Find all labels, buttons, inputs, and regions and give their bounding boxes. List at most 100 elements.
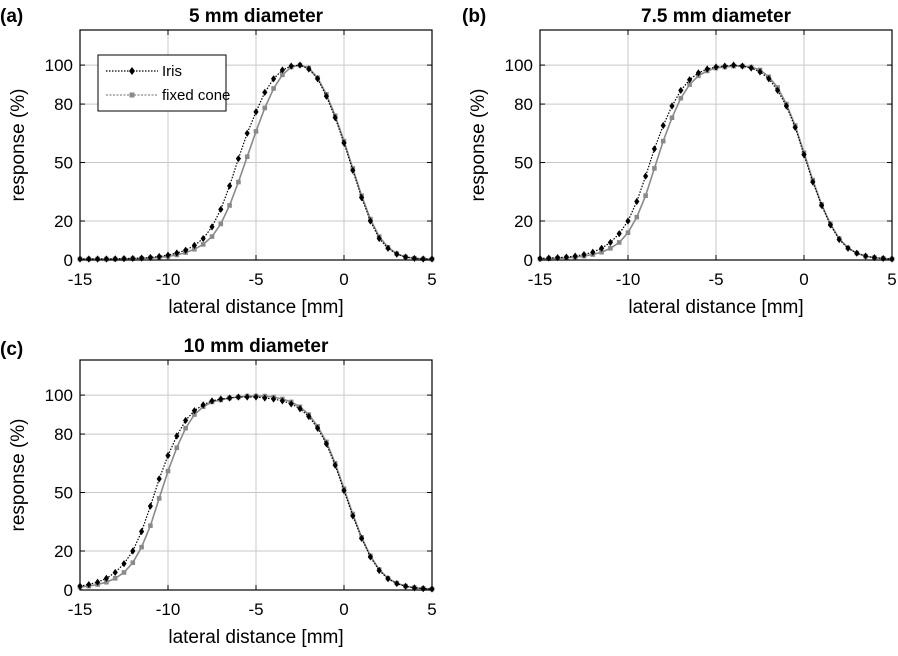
x-tick-label: -15 — [528, 270, 553, 289]
y-tick-label: 0 — [64, 581, 73, 600]
x-tick-label: -5 — [708, 270, 723, 289]
data-point-iris — [244, 129, 250, 137]
x-tick-label: -10 — [616, 270, 641, 289]
data-point-iris — [174, 432, 180, 440]
y-tick-label: 80 — [54, 95, 73, 114]
y-tick-label: 0 — [64, 251, 73, 270]
data-point-iris — [411, 254, 417, 263]
data-point-iris — [288, 62, 294, 70]
data-point-iris — [183, 246, 189, 254]
data-point-iris — [262, 394, 268, 402]
data-point-iris — [95, 255, 101, 263]
x-tick-label: -10 — [156, 600, 181, 619]
data-point-iris — [713, 63, 719, 71]
data-point-fixed-cone — [192, 246, 197, 252]
data-point-fixed-cone — [660, 138, 666, 144]
data-point-iris — [403, 582, 409, 590]
y-tick-label: 50 — [54, 484, 73, 503]
legend-label: fixed cone — [162, 87, 230, 104]
data-point-iris — [625, 217, 631, 225]
data-point-fixed-cone — [236, 179, 241, 185]
x-tick-label: 5 — [427, 600, 436, 619]
data-point-iris — [385, 575, 391, 583]
y-axis-label: response (%) — [468, 89, 489, 202]
y-tick-label: 80 — [54, 425, 73, 444]
chart-title: 10 mm diameter — [184, 336, 329, 357]
data-point-iris — [376, 234, 382, 243]
data-point-iris — [121, 255, 127, 263]
data-point-iris — [235, 155, 241, 163]
data-point-iris — [103, 574, 109, 582]
data-point-iris — [563, 253, 569, 261]
data-point-iris — [147, 502, 153, 510]
data-point-iris — [103, 255, 109, 263]
data-point-iris — [546, 254, 552, 262]
data-point-iris — [218, 205, 224, 213]
data-point-iris — [86, 580, 92, 589]
data-point-iris — [555, 254, 561, 262]
data-point-iris — [121, 560, 127, 568]
data-point-iris — [253, 108, 259, 116]
data-point-iris — [880, 254, 886, 263]
data-point-iris — [191, 241, 197, 249]
data-point-iris — [341, 139, 347, 147]
panel-letter: (b) — [462, 6, 486, 27]
data-point-iris — [757, 68, 763, 76]
data-point-iris — [227, 394, 233, 402]
data-point-iris — [165, 251, 171, 259]
data-point-iris — [836, 235, 842, 244]
data-point-iris — [704, 65, 710, 73]
x-tick-label: 0 — [339, 600, 348, 619]
y-tick-label: 20 — [54, 212, 73, 231]
data-point-iris — [139, 254, 145, 262]
data-point-iris — [643, 172, 649, 180]
data-point-iris — [227, 182, 233, 190]
data-point-fixed-cone — [104, 579, 109, 585]
data-point-fixed-cone — [669, 115, 675, 121]
data-point-fixed-cone — [139, 544, 144, 550]
data-point-iris — [323, 92, 329, 100]
legend: Iris fixed cone — [97, 54, 230, 112]
data-point-fixed-cone — [599, 249, 604, 255]
data-point-iris — [350, 166, 356, 174]
data-point-fixed-cone — [687, 82, 692, 87]
x-tick-label: 0 — [799, 270, 808, 289]
data-point-iris — [845, 244, 851, 252]
data-point-iris — [678, 86, 684, 95]
data-point-iris — [695, 69, 701, 77]
series-line-iris — [79, 396, 433, 590]
data-point-iris — [183, 416, 189, 425]
data-point-fixed-cone — [643, 193, 648, 198]
y-tick-label: 20 — [54, 542, 73, 561]
x-tick-label: -10 — [156, 270, 181, 289]
data-point-fixed-cone — [625, 230, 631, 236]
data-point-iris — [766, 75, 772, 83]
data-point-iris — [315, 75, 321, 83]
data-point-iris — [651, 145, 657, 153]
data-point-iris — [112, 568, 118, 577]
x-tick-label: -5 — [248, 600, 263, 619]
y-tick-label: 80 — [514, 95, 533, 114]
data-point-iris — [827, 221, 833, 229]
x-tick-label: 0 — [339, 270, 348, 289]
data-point-fixed-cone — [253, 129, 259, 134]
data-point-iris — [722, 62, 728, 70]
data-point-iris — [660, 121, 666, 130]
data-point-iris — [262, 88, 268, 96]
data-point-fixed-cone — [200, 242, 206, 247]
data-point-iris — [332, 461, 338, 469]
data-point-iris — [748, 64, 754, 72]
data-point-iris — [209, 223, 215, 231]
y-tick-label: 50 — [514, 154, 533, 173]
data-point-iris — [271, 75, 277, 83]
data-point-iris — [376, 566, 382, 575]
data-point-iris — [801, 151, 807, 159]
data-point-fixed-cone — [183, 425, 188, 431]
data-point-iris — [616, 230, 622, 238]
data-point-iris — [607, 238, 613, 247]
data-point-iris — [783, 102, 789, 110]
x-axis-label: lateral distance [mm] — [168, 297, 343, 318]
data-point-iris — [297, 61, 303, 69]
